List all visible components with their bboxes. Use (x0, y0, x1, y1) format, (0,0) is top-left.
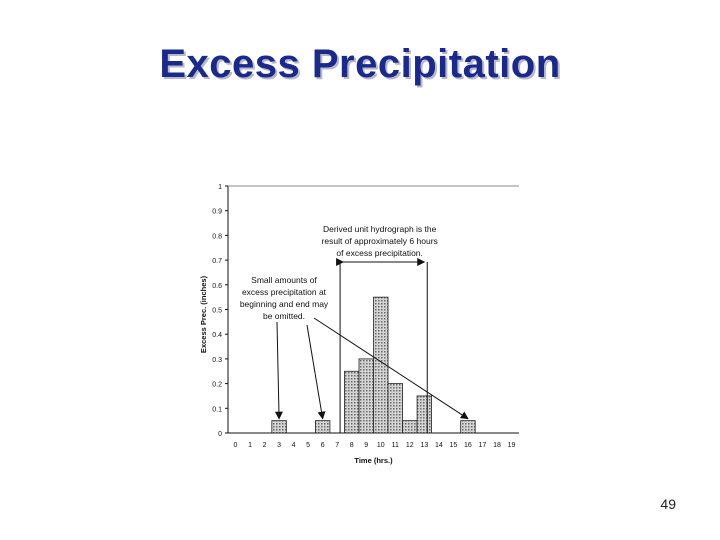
y-tick-label: 0.3 (212, 357, 222, 364)
x-tick-label: 1 (248, 442, 252, 449)
x-axis-label: Time (hrs.) (354, 456, 393, 465)
annotation-small-line: beginning and end may (240, 299, 329, 309)
bar (416, 395, 433, 434)
x-tick-label: 12 (406, 442, 414, 449)
x-tick-label: 18 (493, 442, 501, 449)
x-tick-label: 2 (263, 442, 267, 449)
annotation-arrow (274, 321, 283, 420)
x-tick-label: 14 (435, 442, 443, 449)
bar (460, 420, 476, 434)
x-tick-label: 16 (464, 442, 472, 449)
y-tick-label: 1 (218, 184, 222, 191)
x-tick-label: 13 (420, 442, 428, 449)
page-number: 49 (660, 496, 676, 512)
y-tick-label: 0.9 (212, 209, 222, 216)
x-tick-label: 15 (449, 442, 457, 449)
annotation-arrow (306, 324, 326, 420)
y-tick-label: 0.8 (212, 233, 222, 240)
x-tick-label: 6 (321, 442, 325, 449)
x-tick-label: 10 (377, 442, 385, 449)
bar (314, 420, 331, 434)
bar (402, 420, 418, 434)
y-tick-label: 0.1 (212, 406, 222, 413)
annotation-small-line: excess precipitation at (242, 287, 327, 297)
y-tick-label: 0.2 (212, 382, 222, 389)
bar (387, 383, 403, 434)
bar (344, 370, 360, 434)
x-tick-label: 7 (335, 442, 339, 449)
y-tick-label: 0 (218, 431, 222, 438)
bar (271, 420, 287, 434)
annotation-small-line: be omitted. (263, 311, 305, 321)
x-tick-label: 9 (364, 442, 368, 449)
annotation-arrow (313, 317, 469, 420)
y-axis-label: Excess Prec. (inches) (199, 275, 208, 353)
annotation-derived-line: result of approximately 6 hours (322, 236, 438, 246)
annotation-small-line: Small amounts of (251, 275, 317, 285)
x-tick-label: 11 (392, 442, 399, 449)
x-tick-label: 0 (234, 442, 238, 449)
x-tick-label: 3 (277, 442, 281, 449)
x-tick-label: 4 (292, 442, 296, 449)
annotation-derived-line: of excess precipitation. (336, 248, 422, 258)
x-tick-label: 8 (350, 442, 354, 449)
bar (358, 358, 374, 434)
bar (373, 296, 389, 434)
x-tick-label: 5 (306, 442, 310, 449)
y-tick-label: 0.4 (212, 332, 222, 339)
annotation-derived-line: Derived unit hydrograph is the (323, 224, 437, 234)
slide-title: Excess Precipitation (159, 42, 561, 86)
y-tick-label: 0.5 (212, 308, 222, 315)
x-tick-label: 17 (479, 442, 487, 449)
y-tick-label: 0.6 (212, 283, 222, 290)
x-tick-label: 19 (508, 442, 516, 449)
y-tick-label: 0.7 (212, 258, 222, 265)
plot-area: 00.10.20.30.40.50.60.70.80.910 1 2 3 4 5 6 7 8 9 1… (199, 184, 519, 465)
